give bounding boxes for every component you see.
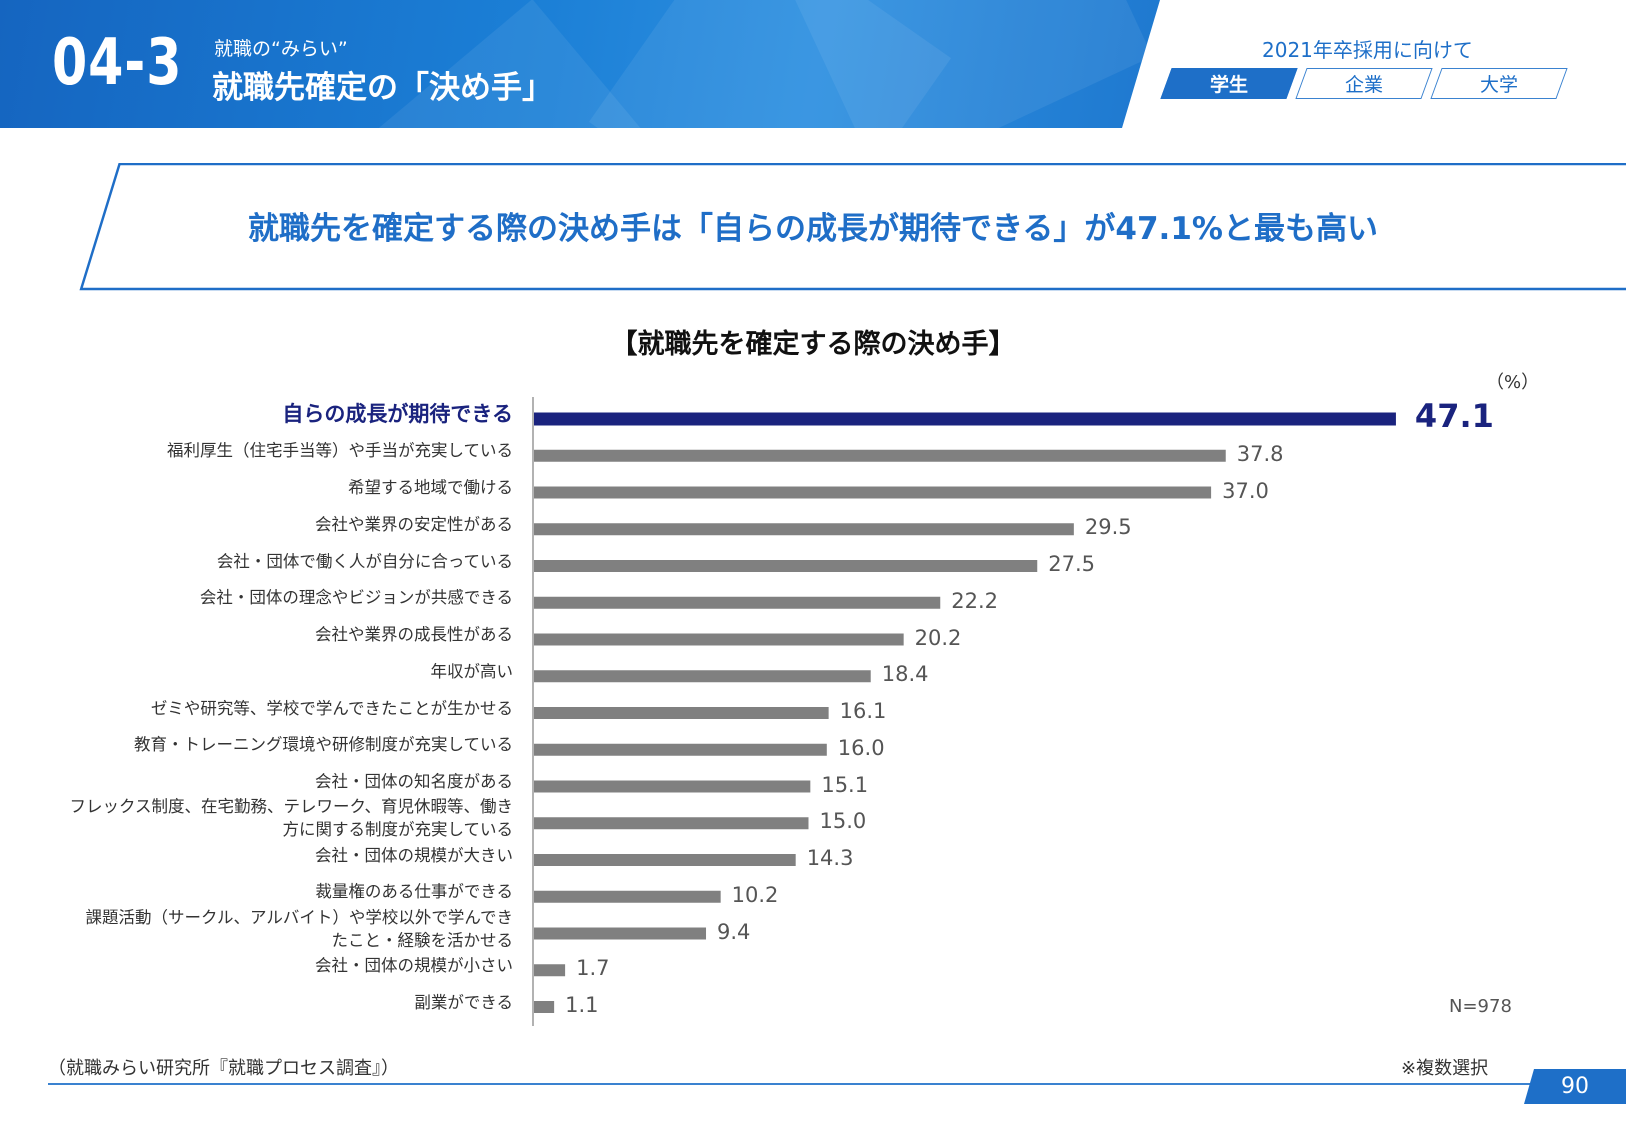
data-label: 16.1 xyxy=(839,699,887,723)
header-banner xyxy=(0,0,1160,128)
category-label-line: 教育・トレーニング環境や研修制度が充実している xyxy=(133,735,513,755)
category-label: 年収が高い xyxy=(431,660,514,683)
bar xyxy=(534,560,1038,572)
category-label-line: 裁量権のある仕事ができる xyxy=(315,882,513,902)
data-label: 37.0 xyxy=(1222,478,1269,503)
bar xyxy=(534,486,1212,499)
section-number: 04-3 xyxy=(52,26,183,100)
category-label: 会社・団体の規模が小さい xyxy=(315,954,513,977)
unit-label: （%） xyxy=(1486,372,1540,393)
data-label: 22.2 xyxy=(951,588,999,613)
category-label: 会社や業界の安定性がある xyxy=(315,513,513,536)
category-label: ゼミや研究等、学校で学んできたことが生かせる xyxy=(151,697,513,720)
category-label-line: 副業ができる xyxy=(414,992,513,1012)
sample-size: N=978 xyxy=(1449,996,1512,1017)
bar xyxy=(534,449,1226,462)
category-label-line: 希望する地域で働ける xyxy=(348,478,513,497)
category-label: 裁量権のある仕事ができる xyxy=(315,880,513,903)
data-label: 1.7 xyxy=(576,956,610,981)
data-label: 15.0 xyxy=(819,809,867,834)
category-label-line: 会社・団体の規模が大きい xyxy=(315,845,513,865)
data-label: 29.5 xyxy=(1084,515,1132,540)
tab-university-label: 大学 xyxy=(1479,74,1518,96)
bar xyxy=(534,854,796,866)
bar xyxy=(534,890,721,903)
bar xyxy=(534,596,941,609)
data-label: 47.1 xyxy=(1414,397,1494,435)
bar xyxy=(534,817,809,830)
headline: 就職先を確定する際の決め手は「自らの成長が期待できる」が47.1%と最も高い xyxy=(248,211,1378,247)
bar xyxy=(534,927,707,940)
category-label: 会社や業界の成長性がある xyxy=(315,623,513,646)
category-label: 教育・トレーニング環境や研修制度が充実している xyxy=(134,733,513,756)
footer-line xyxy=(48,1083,1578,1085)
chart-title: 【就職先を確定する際の決め手】 xyxy=(610,329,1016,360)
bar xyxy=(534,964,566,977)
category-label: 会社・団体の規模が大きい xyxy=(315,844,513,867)
category-label-line: 会社や業界の安定性がある xyxy=(315,514,513,534)
category-label: 希望する地域で働ける xyxy=(348,476,513,499)
bar xyxy=(534,1001,555,1013)
category-label-line: フレックス制度、在宅勤務、テレワーク、育児休暇等、働き xyxy=(69,797,513,817)
data-label: 14.3 xyxy=(806,846,854,870)
headline-frame xyxy=(79,163,1626,291)
category-label-line: 福利厚生（住宅手当等）や手当が充実している xyxy=(166,441,513,461)
category-label-line: 課題活動（サークル、アルバイト）や学校以外で学んでき xyxy=(85,907,513,927)
data-label: 1.1 xyxy=(565,993,599,1017)
category-label: 課題活動（サークル、アルバイト）や学校以外で学んできたこと・経験を活かせる xyxy=(85,906,513,952)
bar xyxy=(534,670,871,683)
bar xyxy=(534,707,829,719)
data-label: 9.4 xyxy=(717,919,751,944)
data-label: 27.5 xyxy=(1048,552,1096,576)
category-label-line: 年収が高い xyxy=(430,661,514,681)
category-label: 副業ができる xyxy=(414,991,513,1014)
data-label: 15.1 xyxy=(821,772,869,797)
tab-university[interactable]: 大学 xyxy=(1430,68,1568,99)
category-label-line: 会社・団体で働く人が自分に合っている xyxy=(216,551,513,571)
data-label: 37.8 xyxy=(1236,441,1284,466)
source-note: （就職みらい研究所『就職プロセス調査』） xyxy=(48,1058,399,1079)
category-label-line: ゼミや研究等、学校で学んできたことが生かせる xyxy=(150,698,513,718)
category-label: フレックス制度、在宅勤務、テレワーク、育児休暇等、働き方に関する制度が充実してい… xyxy=(69,795,513,841)
section-title: 就職先確定の「決め手」 xyxy=(212,70,553,106)
section-subtitle: 就職の“みらい” xyxy=(214,38,348,60)
data-label: 18.4 xyxy=(881,662,929,687)
bar xyxy=(534,743,827,756)
category-label: 会社・団体で働く人が自分に合っている xyxy=(217,550,513,573)
data-label: 16.0 xyxy=(837,735,885,760)
category-label-line: 会社・団体の理念やビジョンが共感できる xyxy=(199,588,513,608)
multi-select-note: ※複数選択 xyxy=(1401,1058,1489,1079)
category-label: 自らの成長が期待できる xyxy=(282,400,513,428)
bar xyxy=(534,412,1396,426)
tab-student[interactable]: 学生 xyxy=(1160,68,1298,99)
category-label-line: 会社や業界の成長性がある xyxy=(315,625,513,644)
category-label-line: たこと・経験を活かせる xyxy=(331,930,514,950)
bar xyxy=(534,523,1074,536)
category-label: 会社・団体の理念やビジョンが共感できる xyxy=(200,586,513,609)
bar xyxy=(534,633,904,646)
category-label-line: 自らの成長が期待できる xyxy=(282,402,513,426)
tab-company-label: 企業 xyxy=(1344,74,1383,96)
bar xyxy=(534,780,811,793)
category-label-line: 会社・団体の知名度がある xyxy=(315,772,513,791)
category-label: 会社・団体の知名度がある xyxy=(315,770,513,793)
data-label: 20.2 xyxy=(914,625,962,650)
tab-student-label: 学生 xyxy=(1209,74,1248,96)
tab-company[interactable]: 企業 xyxy=(1295,68,1433,99)
year-label: 2021年卒採用に向けて xyxy=(1262,38,1473,62)
page-number: 90 xyxy=(1524,1069,1626,1104)
category-label-line: 会社・団体の規模が小さい xyxy=(315,955,513,975)
category-label: 福利厚生（住宅手当等）や手当が充実している xyxy=(167,439,513,462)
category-label-line: 方に関する制度が充実している xyxy=(282,820,513,840)
data-label: 10.2 xyxy=(731,882,779,907)
